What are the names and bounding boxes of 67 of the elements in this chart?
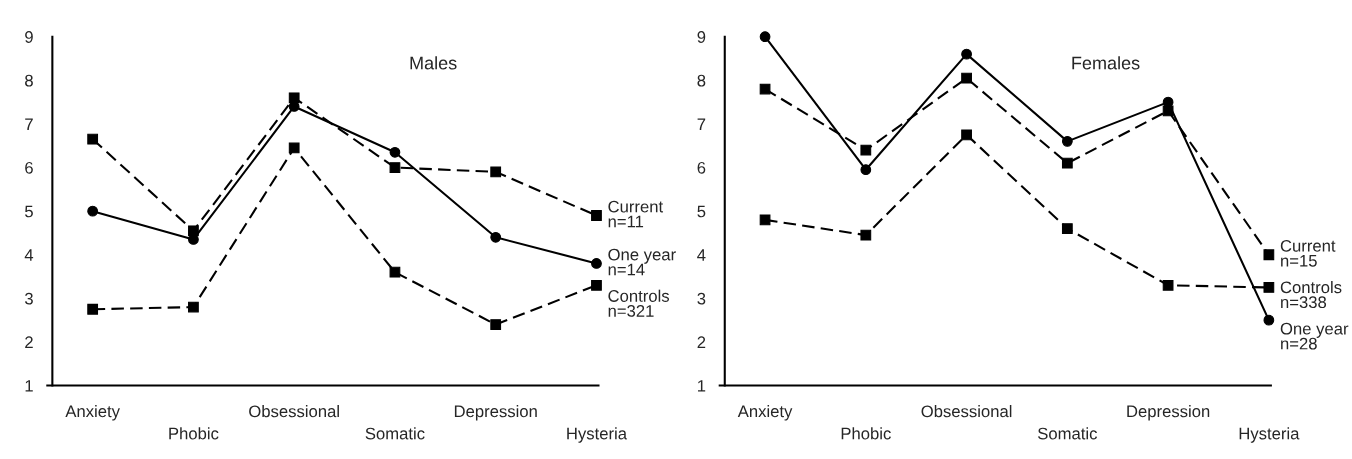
x-tick-label: Depression: [1127, 405, 1210, 421]
y-tick-label: 5: [697, 205, 706, 218]
text: Females: [1072, 56, 1140, 70]
point: [1061, 135, 1073, 147]
point: [87, 133, 99, 145]
x-tick-label: Obsessional: [921, 405, 1012, 418]
y-tick-label: 2: [25, 336, 33, 348]
point: [591, 279, 602, 291]
point: [490, 319, 502, 330]
x-tick-label: Phobic: [841, 427, 891, 440]
series-label: Current n=11: [608, 200, 664, 228]
point: [860, 229, 872, 241]
y-tick-label: 1: [25, 380, 33, 392]
point: [389, 146, 401, 158]
point: [961, 129, 972, 141]
text: Males: [410, 56, 457, 70]
y-tick-label: 7: [25, 118, 33, 130]
x-tick-label: Obsessional: [249, 405, 339, 418]
point: [389, 162, 401, 173]
y-tick-label: 9: [697, 31, 706, 43]
series-label: Current n=15: [1280, 239, 1336, 267]
y-tick-label: 1: [698, 380, 706, 392]
point: [1061, 157, 1073, 169]
point: [1263, 314, 1275, 326]
y-tick-label: 3: [697, 292, 706, 305]
y-tick-label: 2: [697, 336, 706, 348]
point: [860, 144, 872, 156]
series-label: One year n=14: [608, 248, 676, 276]
x-tick-label: Anxiety: [737, 405, 793, 421]
point: [389, 266, 401, 278]
y-tick-label: 9: [25, 31, 33, 43]
point: [1061, 223, 1073, 234]
series-label: Controls n=321: [608, 289, 670, 317]
point: [1263, 249, 1275, 261]
point: [490, 231, 502, 243]
point: [961, 48, 972, 60]
y-tick-label: 5: [25, 205, 33, 218]
x-tick-label: Phobic: [169, 427, 219, 440]
y-tick-label: 8: [697, 74, 706, 87]
point: [1263, 282, 1275, 293]
series-label: Controls n=338: [1280, 280, 1342, 309]
x-tick-label: Hysteria: [567, 427, 628, 443]
y-tick-label: 4: [697, 249, 706, 261]
point: [87, 303, 99, 315]
series-label: One year n=28: [1280, 322, 1349, 350]
point: [860, 164, 872, 176]
x-tick-label: Hysteria: [1239, 427, 1300, 443]
y-tick-label: 4: [24, 249, 34, 261]
x-tick-label: Anxiety: [65, 405, 120, 421]
point: [490, 166, 502, 178]
point: [1162, 279, 1174, 291]
point: [288, 142, 300, 154]
point: [591, 258, 602, 269]
x-tick-label: Depression: [454, 405, 537, 421]
point: [87, 205, 99, 217]
y-tick-label: 7: [697, 118, 706, 130]
y-tick-label: 8: [25, 74, 33, 87]
x-tick-label: Somatic: [1038, 427, 1098, 440]
y-tick-label: 6: [25, 161, 33, 174]
point: [591, 210, 602, 221]
point: [188, 301, 199, 313]
y-tick-label: 6: [697, 161, 706, 174]
point: [759, 214, 771, 226]
y-tick-label: 3: [24, 292, 33, 305]
point: [759, 31, 771, 43]
x-tick-label: Somatic: [365, 427, 425, 440]
point: [961, 72, 972, 84]
